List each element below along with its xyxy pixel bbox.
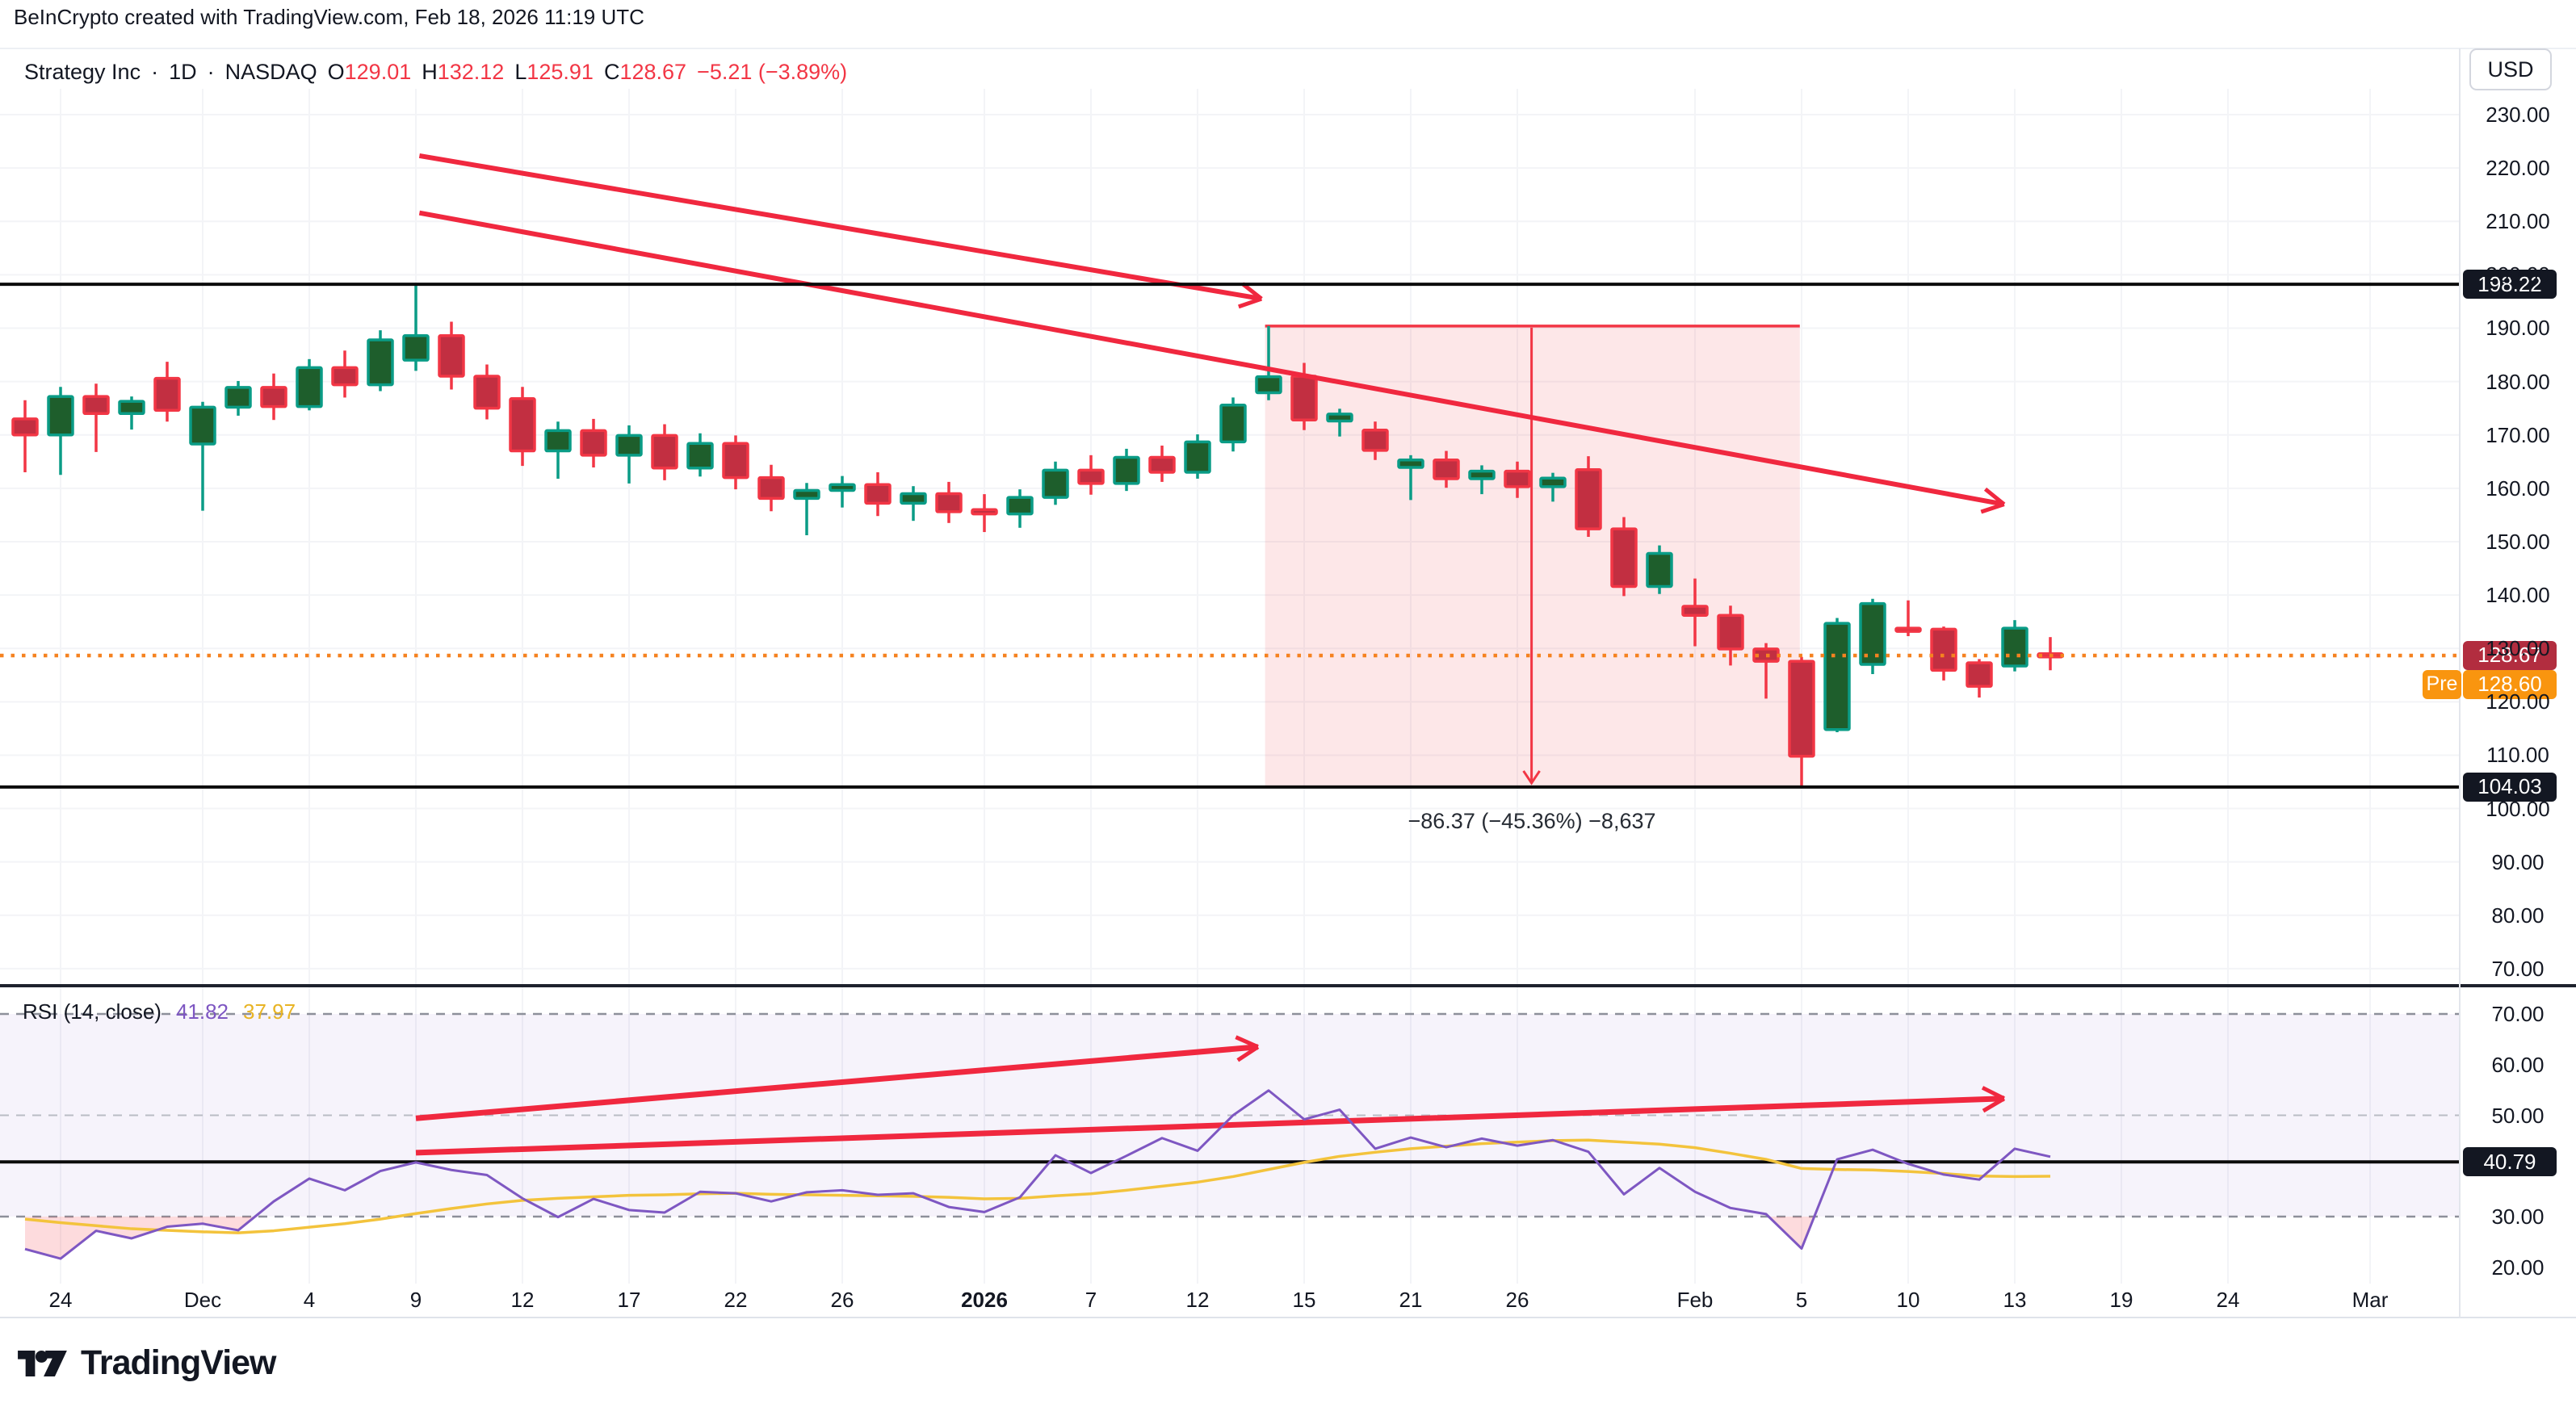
exchange-label: NASDAQ <box>224 60 317 84</box>
rsi-value: 41.82 <box>175 999 229 1024</box>
time-tick-label: 19 <box>2109 1288 2133 1312</box>
price-tick-label: 220.00 <box>2486 156 2550 181</box>
resistance-price-label: 198.22 <box>2463 270 2557 300</box>
time-tick-label: 9 <box>409 1288 422 1312</box>
rsi-title: RSI (14, close) <box>23 999 162 1024</box>
price-tick-label: 90.00 <box>2491 849 2545 874</box>
price-tick-label: 100.00 <box>2486 796 2550 821</box>
premarket-price-label: 128.60 Pre <box>2423 669 2557 699</box>
rsi-tick-label: 20.00 <box>2491 1255 2545 1280</box>
price-tick-label: 230.00 <box>2486 103 2550 127</box>
price-tick-label: 120.00 <box>2486 689 2550 714</box>
tradingview-logo-icon <box>18 1350 67 1376</box>
interval-label: 1D <box>169 60 197 84</box>
rsi-tick-label: 70.00 <box>2491 1002 2545 1026</box>
price-tick-label: 110.00 <box>2486 743 2549 768</box>
time-tick-label: 12 <box>510 1288 535 1312</box>
time-tick-label: 13 <box>2003 1288 2027 1312</box>
time-tick-label: 15 <box>1292 1288 1316 1312</box>
ohlc-open: O129.01 <box>327 60 412 84</box>
ohlc-high: H132.12 <box>422 60 505 84</box>
time-tick-label: 5 <box>1795 1288 1808 1312</box>
time-tick-label: 26 <box>830 1288 854 1312</box>
price-tick-label: 70.00 <box>2491 956 2545 981</box>
time-tick-label: 12 <box>1185 1288 1210 1312</box>
time-axis[interactable]: 24 Dec 4 9 12 17 22 26 2026 7 12 15 21 26 Feb 5 10 13 19 24… <box>0 1285 2460 1318</box>
price-tick-label: 180.00 <box>2486 369 2550 394</box>
tradingview-logo[interactable]: TradingView <box>18 1343 276 1383</box>
rsi-tick-label: 60.00 <box>2491 1052 2545 1077</box>
ohlc-close: C128.67 <box>603 60 687 84</box>
time-tick-label: 4 <box>303 1288 316 1312</box>
symbol-name: Strategy Inc <box>24 60 141 84</box>
price-tick-label: 160.00 <box>2486 475 2550 501</box>
change-label: −5.21 (−3.89%) <box>697 60 848 84</box>
currency-button[interactable]: USD <box>2469 48 2552 90</box>
time-tick-label: 24 <box>48 1288 73 1312</box>
price-tick-label: 200.00 <box>2486 262 2550 287</box>
price-tick-label: 130.00 <box>2486 636 2550 661</box>
separator-dot: · <box>207 60 215 84</box>
time-tick-label: Dec <box>183 1288 222 1312</box>
price-range-measurement: −86.37 (−45.36%) −8,637 <box>1408 809 1656 833</box>
ohlc-low: L125.91 <box>514 60 594 84</box>
price-tick-label: 80.00 <box>2491 903 2545 928</box>
symbol-legend[interactable]: Strategy Inc · 1D · NASDAQ O129.01 H132.… <box>24 60 847 85</box>
price-tick-label: 210.00 <box>2486 209 2550 234</box>
price-tick-label: 150.00 <box>2486 529 2550 554</box>
support-price-label: 104.03 <box>2463 772 2557 802</box>
rsi-tick-label: 50.00 <box>2491 1103 2545 1128</box>
price-axis[interactable]: USD 198.22 104.03 128.67 128.60 Pre 40.7… <box>2423 0 2576 1416</box>
time-tick-label: 22 <box>724 1288 748 1312</box>
attribution-text: BeInCrypto created with TradingView.com,… <box>14 5 644 29</box>
rsi-indicator-legend[interactable]: RSI (14, close) 41.82 37.97 <box>23 999 296 1024</box>
rsi-tick-label: 30.00 <box>2491 1204 2545 1229</box>
price-tick-label: 190.00 <box>2486 316 2550 341</box>
time-tick-label: 7 <box>1085 1288 1097 1312</box>
rsi-ma-value: 37.97 <box>243 999 296 1024</box>
time-tick-label: 17 <box>617 1288 641 1312</box>
time-tick-label: Mar <box>2352 1288 2389 1312</box>
premarket-badge: Pre <box>2423 669 2461 699</box>
time-tick-label: 10 <box>1896 1288 1920 1312</box>
time-tick-label: 2026 <box>961 1288 1008 1312</box>
separator-dot: · <box>151 60 159 84</box>
tradingview-wordmark: TradingView <box>81 1343 276 1382</box>
time-tick-label: Feb <box>1676 1288 1714 1312</box>
time-tick-label: 21 <box>1399 1288 1423 1312</box>
last-price-label: 128.67 <box>2463 640 2557 670</box>
time-tick-label: 26 <box>1505 1288 1529 1312</box>
time-tick-label: 24 <box>2216 1288 2240 1312</box>
rsi-line-label: 40.79 <box>2463 1147 2557 1177</box>
price-tick-label: 170.00 <box>2486 422 2550 447</box>
price-tick-label: 140.00 <box>2486 583 2550 608</box>
